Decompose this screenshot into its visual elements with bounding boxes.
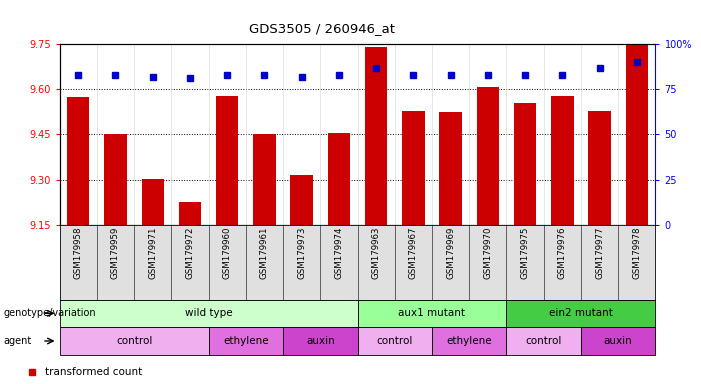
Bar [290,175,313,225]
Text: GSM179975: GSM179975 [521,227,529,280]
Bar [551,96,573,225]
Bar [588,111,611,225]
Bar [506,327,581,355]
Text: control: control [376,336,413,346]
Text: GSM179960: GSM179960 [223,227,231,280]
Bar [365,47,387,225]
Text: GSM179970: GSM179970 [484,227,492,280]
Text: agent: agent [4,336,32,346]
Text: GSM179978: GSM179978 [632,227,641,280]
Text: GSM179959: GSM179959 [111,227,120,279]
Bar [514,103,536,225]
Text: control: control [526,336,562,346]
Bar [432,327,506,355]
Bar [142,179,164,225]
Text: GSM179971: GSM179971 [148,227,157,280]
Text: GSM179977: GSM179977 [595,227,604,280]
Bar [283,327,358,355]
Text: auxin: auxin [306,336,334,346]
Bar [209,327,283,355]
Bar [67,97,90,225]
Text: GSM179967: GSM179967 [409,227,418,280]
Bar [253,134,275,225]
Bar [328,133,350,225]
Bar [358,300,506,327]
Bar [402,111,425,225]
Bar [440,112,462,225]
Text: GSM179976: GSM179976 [558,227,567,280]
Bar [216,96,238,225]
Text: control: control [116,336,152,346]
Text: GSM179969: GSM179969 [446,227,455,279]
Bar [358,327,432,355]
Bar [626,45,648,225]
Text: wild type: wild type [185,308,232,318]
Bar [477,87,499,225]
Text: genotype/variation: genotype/variation [4,308,96,318]
Bar [506,300,655,327]
Text: GSM179974: GSM179974 [334,227,343,280]
Text: GSM179961: GSM179961 [260,227,269,280]
Bar [581,327,655,355]
Text: ethylene: ethylene [223,336,268,346]
Text: GSM179963: GSM179963 [372,227,381,280]
Bar [104,134,127,225]
Bar [60,327,209,355]
Bar [179,202,201,225]
Bar [60,300,358,327]
Text: ein2 mutant: ein2 mutant [549,308,613,318]
Text: GSM179958: GSM179958 [74,227,83,280]
Text: GSM179972: GSM179972 [186,227,194,280]
Text: ethylene: ethylene [447,336,492,346]
Text: GDS3505 / 260946_at: GDS3505 / 260946_at [250,22,395,35]
Text: transformed count: transformed count [45,367,142,377]
Text: GSM179973: GSM179973 [297,227,306,280]
Text: auxin: auxin [604,336,632,346]
Text: aux1 mutant: aux1 mutant [398,308,465,318]
